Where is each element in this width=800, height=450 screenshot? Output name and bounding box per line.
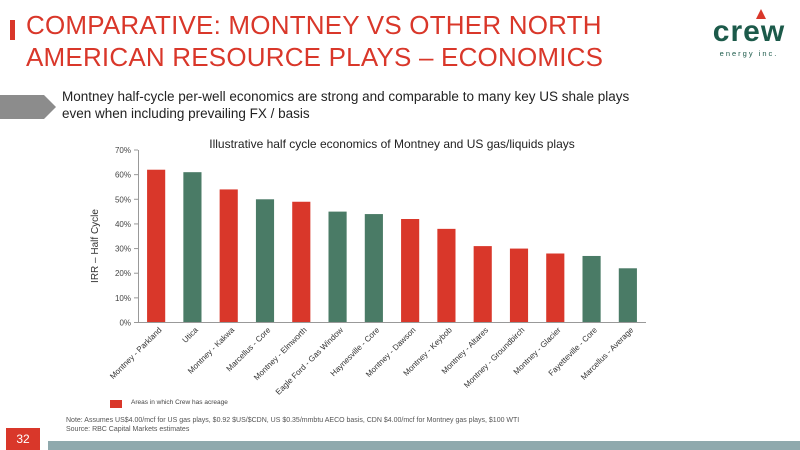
- x-tick-label: Utica: [181, 325, 201, 345]
- y-tick-label: 60%: [115, 171, 131, 180]
- x-tick-label: Montney - Groundbirch: [462, 326, 526, 390]
- crew-logo: crew energy inc.: [706, 9, 792, 58]
- bar: [401, 219, 420, 323]
- y-axis-label: IRR – Half Cycle: [90, 209, 101, 283]
- footer-bar: [48, 441, 800, 450]
- legend-swatch-crew: [110, 400, 122, 408]
- legend-label: Areas in which Crew has acreage: [131, 399, 228, 406]
- bar: [292, 201, 311, 323]
- footnote-source: Source: RBC Capital Markets estimates: [66, 426, 190, 433]
- y-tick-label: 40%: [115, 220, 131, 229]
- bar: [183, 172, 202, 323]
- logo-wordmark: crew: [712, 15, 786, 48]
- y-tick-label: 0%: [119, 319, 131, 328]
- subtitle: Montney half-cycle per-well economics ar…: [62, 89, 630, 121]
- footnote: Note: Assumes US$4.00/mcf for US gas pla…: [66, 416, 706, 434]
- y-tick-label: 20%: [115, 269, 131, 278]
- bar: [582, 255, 601, 323]
- footnote-assumptions: Note: Assumes US$4.00/mcf for US gas pla…: [66, 417, 520, 424]
- bar: [618, 268, 637, 323]
- y-tick-label: 10%: [115, 294, 131, 303]
- y-tick-label: 30%: [115, 245, 131, 254]
- bar: [147, 169, 166, 323]
- chart-title: Illustrative half cycle economics of Mon…: [209, 137, 575, 151]
- y-tick-label: 70%: [115, 146, 131, 155]
- subtitle-arrow-tab: [0, 95, 56, 119]
- bars-group: [147, 169, 637, 323]
- title-accent-bar: [10, 20, 15, 40]
- bar: [509, 248, 529, 323]
- bar: [437, 228, 456, 323]
- x-tick-label: Eagle Ford - Gas Window: [274, 325, 345, 396]
- x-tick-label: Montney - Parkland: [108, 326, 163, 381]
- bar: [255, 199, 275, 323]
- logo-subtext: energy inc.: [719, 49, 779, 58]
- bar: [546, 253, 565, 323]
- bar: [328, 211, 347, 323]
- y-tick-label: 50%: [115, 195, 131, 204]
- logo-flame-icon: [756, 9, 766, 19]
- irr-bar-chart: Illustrative half cycle economics of Mon…: [90, 137, 646, 397]
- bar: [219, 189, 238, 323]
- y-axis: 0% 10% 20% 30% 40% 50% 60% 70%: [115, 146, 138, 328]
- page-number: 32: [6, 428, 40, 450]
- bar: [473, 246, 492, 323]
- page-title: COMPARATIVE: MONTNEY VS OTHER NORTH AMER…: [26, 10, 604, 72]
- bar: [364, 214, 383, 323]
